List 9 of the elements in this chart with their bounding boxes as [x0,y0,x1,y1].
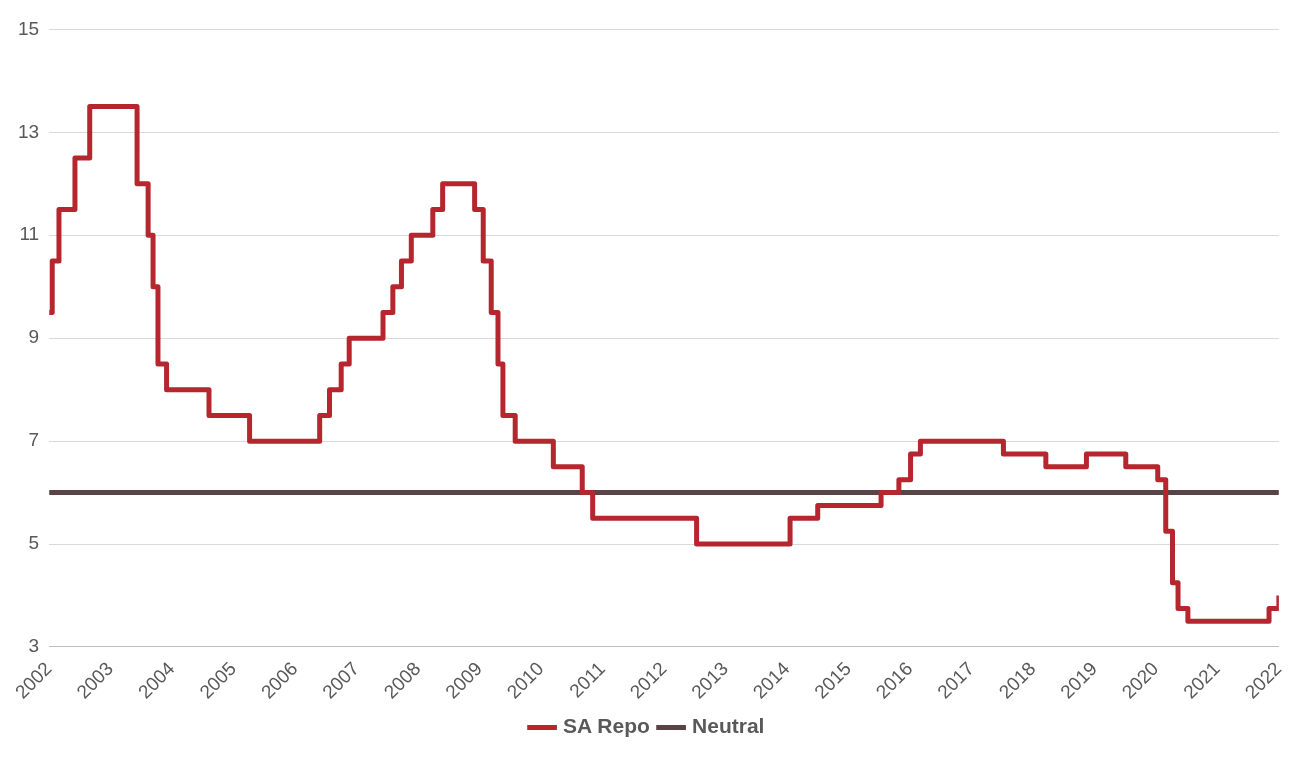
legend-label: SA Repo [563,714,650,738]
y-tick-label: 7 [28,429,40,451]
y-tick-label: 11 [19,223,40,245]
y-tick-label: 13 [17,120,40,142]
legend-label: Neutral [692,714,765,738]
y-tick-label: 9 [28,326,40,348]
y-tick-label: 5 [28,532,40,554]
y-tick-label: 3 [28,635,40,657]
y-tick-label: 15 [17,17,40,39]
